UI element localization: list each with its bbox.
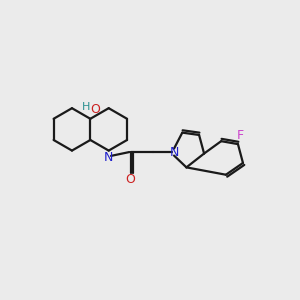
Text: N: N (169, 146, 179, 159)
Text: N: N (104, 151, 113, 164)
Text: O: O (125, 173, 135, 186)
Text: H: H (82, 102, 91, 112)
Text: O: O (90, 103, 100, 116)
Text: F: F (236, 129, 244, 142)
